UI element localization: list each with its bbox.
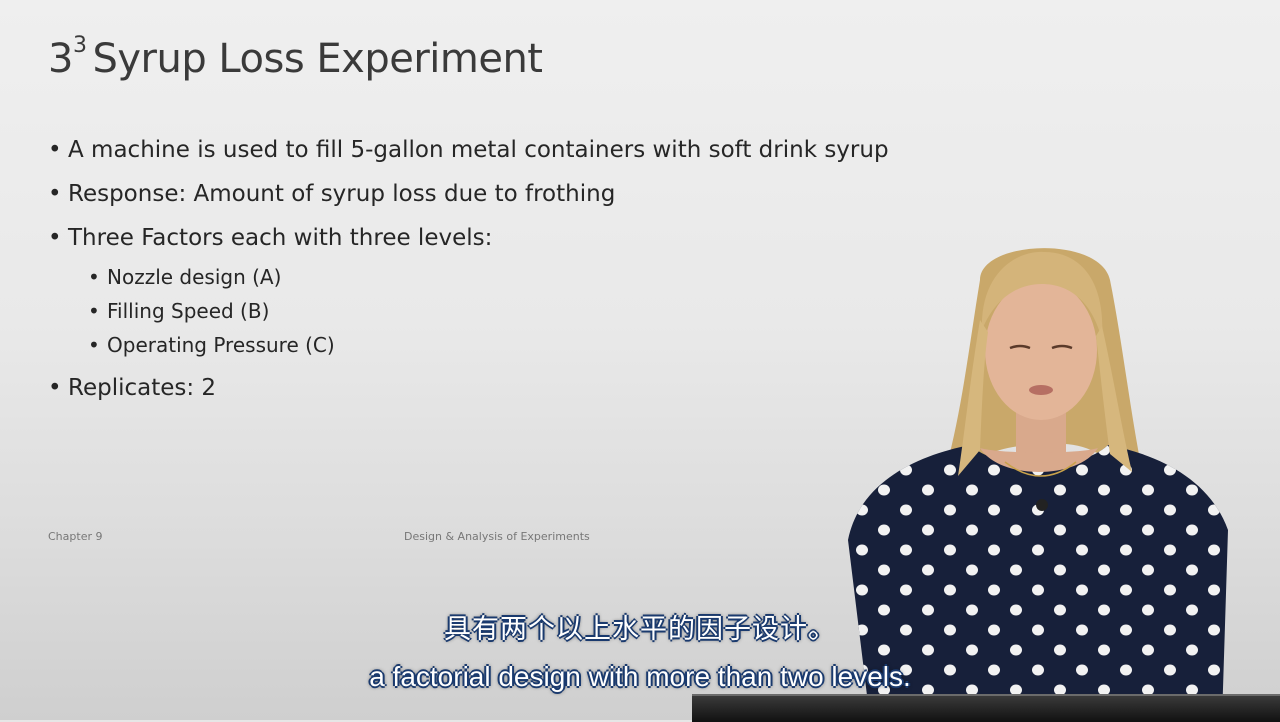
- subtitle-english: a factorial design with more than two le…: [369, 661, 911, 692]
- sub-bullet-item: Operating Pressure (C): [48, 328, 908, 362]
- title-base: 3: [48, 36, 73, 82]
- sub-bullet-item: Nozzle design (A): [48, 260, 908, 294]
- title-exponent: 3: [72, 32, 87, 58]
- footer-chapter: Chapter 9: [48, 530, 103, 543]
- title-text: Syrup Loss Experiment: [92, 36, 543, 82]
- hair-front: [981, 251, 1103, 340]
- lapel-mic-icon: [1036, 499, 1048, 511]
- sub-bullet-list: Nozzle design (A) Filling Speed (B) Oper…: [48, 260, 908, 362]
- presenter-figure: [830, 240, 1250, 720]
- podium: [692, 694, 1280, 722]
- subtitle-chinese: 具有两个以上水平的因子设计。: [444, 614, 836, 645]
- face: [985, 280, 1097, 420]
- bullet-item: Three Factors each with three levels:: [48, 222, 908, 255]
- bullet-item: Response: Amount of syrup loss due to fr…: [48, 178, 908, 211]
- slide-title: 33 Syrup Loss Experiment: [48, 32, 543, 82]
- sub-bullet-item: Filling Speed (B): [48, 294, 908, 328]
- bullet-item: Replicates: 2: [48, 372, 908, 405]
- footer-course: Design & Analysis of Experiments: [404, 530, 590, 543]
- bullet-list: A machine is used to fill 5-gallon metal…: [48, 134, 908, 416]
- bullet-item: A machine is used to fill 5-gallon metal…: [48, 134, 908, 167]
